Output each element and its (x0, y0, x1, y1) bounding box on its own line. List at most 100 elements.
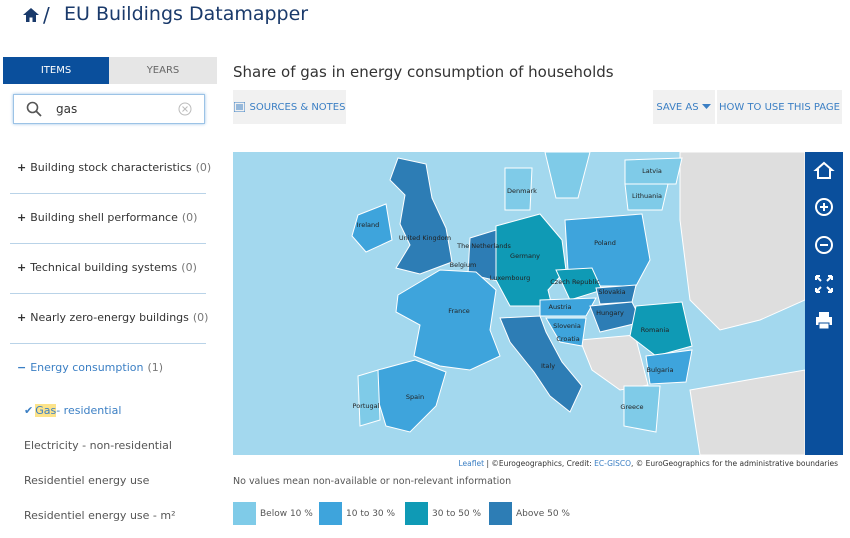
item-label: Residentiel energy use - m² (24, 509, 176, 522)
clear-icon[interactable] (178, 102, 192, 116)
non-eu-land (679, 152, 805, 331)
country (499, 315, 583, 413)
country-label: Spain (406, 393, 424, 401)
category-count: (0) (195, 161, 212, 174)
category-count: (1) (147, 361, 164, 374)
attribution-text: , © EuroGeographics for the administrati… (631, 459, 838, 468)
category[interactable]: + Nearly zero-energy buildings (0) (17, 311, 208, 324)
country (539, 297, 597, 317)
attribution-link[interactable]: EC-GISCO (594, 459, 632, 468)
category-label: Building stock characteristics (30, 161, 192, 174)
legend-label: 30 to 50 % (432, 509, 482, 519)
separator (10, 343, 206, 344)
country-label: Belgium (450, 261, 477, 269)
country-label: Slovenia (553, 322, 581, 330)
attribution-link[interactable]: Leaflet (458, 459, 485, 468)
legend-label: Above 50 % (516, 509, 570, 519)
toolbar-icons (813, 161, 835, 330)
country (545, 317, 587, 347)
item[interactable]: Electricity - non-residential (24, 439, 172, 452)
search-text: gas (56, 102, 78, 116)
note: No values mean non-available or non-rele… (233, 476, 512, 487)
highlight: Gas (35, 404, 57, 417)
country-label: Denmark (507, 187, 537, 195)
item[interactable]: ✔ Gas- residential (24, 404, 121, 417)
item-label: Electricity - non-residential (24, 439, 172, 452)
category-symbol: + (17, 161, 27, 174)
map-toolbar (805, 152, 843, 455)
category[interactable]: + Technical building systems (0) (17, 261, 197, 274)
country-label: France (448, 307, 470, 315)
category-symbol: + (17, 211, 27, 224)
country (645, 349, 693, 385)
search-box[interactable]: gas (13, 94, 205, 124)
home-button[interactable] (813, 161, 835, 179)
category-label: Technical building systems (30, 261, 178, 274)
separator (10, 243, 206, 244)
country-label: Austria (549, 303, 572, 311)
country (624, 183, 669, 211)
category-count: (0) (181, 261, 197, 274)
country-label: Ireland (357, 221, 379, 229)
sources-button[interactable]: SOURCES & NOTES (233, 90, 346, 124)
country (623, 385, 661, 433)
tab-years[interactable]: YEARS (109, 57, 217, 84)
country-label: Romania (641, 326, 669, 334)
non-eu-land (689, 369, 805, 455)
country (504, 167, 533, 211)
attribution: Leaflet | ©Eurogeographics, Credit: EC-G… (459, 459, 838, 468)
country (357, 369, 381, 427)
country (624, 157, 683, 185)
category[interactable]: − Energy consumption (1) (17, 361, 163, 374)
category-count: (0) (181, 211, 198, 224)
legend-label: Below 10 % (260, 509, 313, 519)
map[interactable]: Latvia Lithuania Denmark Ireland United King… (233, 152, 805, 455)
home-icon[interactable] (22, 6, 40, 24)
category-label: Nearly zero-energy buildings (30, 311, 189, 324)
category-symbol: + (17, 261, 27, 274)
list-icon (233, 102, 245, 112)
country (544, 152, 591, 199)
zoom-in[interactable] (815, 198, 833, 216)
item[interactable]: Residentiel energy use - m² (24, 509, 176, 522)
howto-button[interactable]: HOW TO USE THIS PAGE (717, 90, 842, 124)
land (351, 152, 805, 455)
search-icon (26, 101, 42, 117)
country (389, 157, 453, 275)
country-label: Czech Republic (550, 278, 600, 286)
print[interactable] (816, 312, 832, 330)
country-label: Italy (541, 362, 555, 370)
tab-items[interactable]: ITEMS (3, 57, 109, 84)
category[interactable]: + Building shell performance (0) (17, 211, 197, 224)
legend-swatch (405, 502, 428, 525)
category-count: (0) (192, 311, 209, 324)
save-label: SAVE AS (656, 101, 699, 113)
caret (701, 104, 711, 109)
attribution-text: | ©Eurogeographics, Credit: (484, 459, 595, 468)
country-label: The Netherlands (456, 242, 511, 250)
separator: / (43, 3, 50, 27)
zoom-out[interactable] (815, 236, 833, 254)
country-label: Portugal (353, 402, 380, 410)
category-label: Energy consumption (30, 361, 144, 374)
category[interactable]: + Building stock characteristics (0) (17, 161, 211, 174)
separator (10, 293, 206, 294)
fullscreen[interactable] (815, 275, 833, 293)
page-title: EU Buildings Datamapper (64, 3, 309, 25)
country-label: Germany (510, 252, 540, 260)
legend-swatch (489, 502, 512, 525)
legend-swatch (319, 502, 342, 525)
legend-swatch (233, 502, 256, 525)
country-label: Latvia (642, 167, 662, 175)
category-symbol: + (17, 311, 27, 324)
country (351, 203, 393, 253)
save-button[interactable]: SAVE AS (653, 90, 715, 124)
sources-label: SOURCES & NOTES (249, 101, 346, 113)
country-label: Luxembourg (490, 274, 531, 282)
item-label: Residentiel energy use (24, 474, 150, 487)
item[interactable]: Residentiel energy use (24, 474, 149, 487)
category-label: Building shell performance (30, 211, 178, 224)
country (495, 213, 567, 307)
country-label: Greece (620, 403, 643, 411)
